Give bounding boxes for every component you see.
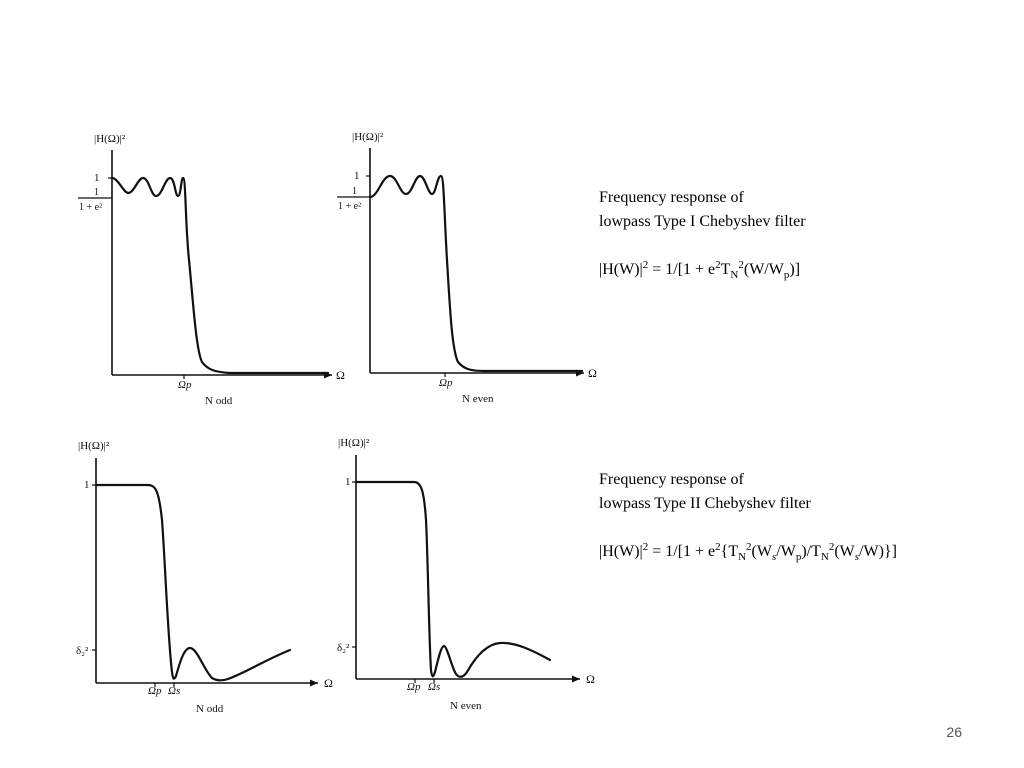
y-axis-label: |H(Ω)|² (338, 437, 370, 449)
x-axis-label: Ω (324, 676, 333, 690)
panel-type2-odd: |H(Ω)|² 1 δ₂² Ω Ωp Ωs N odd (76, 440, 333, 715)
ytick-delta-label: δ₂² (337, 642, 350, 654)
ytick-one-label: 1 (84, 479, 90, 491)
response-curve (368, 174, 584, 373)
panel-type1-even: |H(Ω)|² 1 1 1 + e² Ω Ωp N even (337, 131, 597, 405)
caption-type2-formula: |H(W)|2 = 1/[1 + e2{TN2(Ws/Wp)/TN2(Ws/W)… (599, 541, 897, 563)
panel-type2-even: |H(Ω)|² 1 δ₂² Ω Ωp Ωs N even (337, 437, 595, 712)
caption-type1-spacer (599, 234, 806, 258)
x-axis-label: Ω (586, 672, 595, 686)
y-axis-label: |H(Ω)|² (352, 131, 384, 143)
ytick-delta-label: δ₂² (76, 645, 89, 657)
panel-type1-odd: |H(Ω)|² 1 1 1 + e² Ω Ωp N odd (78, 133, 345, 407)
caption-type1-line2: lowpass Type I Chebyshev filter (599, 213, 806, 230)
ytick-frac-numerator: 1 (94, 187, 99, 198)
ytick-frac-denominator: 1 + e² (338, 201, 361, 212)
xtick-s-label: Ωs (168, 685, 180, 697)
response-curve (110, 176, 330, 375)
caption-type1-formula: |H(W)|2 = 1/[1 + e2TN2(W/Wp)] (599, 259, 801, 281)
ytick-frac-denominator: 1 + e² (79, 202, 102, 213)
y-axis-label: |H(Ω)|² (78, 440, 110, 452)
panel-subtitle: N odd (196, 703, 224, 715)
xtick-p-label: Ωp (407, 681, 421, 693)
response-curve (354, 480, 552, 678)
xtick-p-label: Ωp (148, 685, 162, 697)
response-curve (94, 483, 292, 682)
xtick-p-label: Ωp (178, 379, 192, 391)
caption-type1: Frequency response of lowpass Type I Che… (599, 186, 806, 282)
xtick-p-label: Ωp (439, 377, 453, 389)
caption-type2-line1: Frequency response of (599, 471, 744, 488)
panel-subtitle: N even (462, 393, 494, 405)
caption-type2-line2: lowpass Type II Chebyshev filter (599, 495, 811, 512)
x-axis-arrow (310, 679, 318, 687)
ytick-one-label: 1 (345, 476, 351, 488)
caption-type2-spacer (599, 516, 897, 540)
caption-type2: Frequency response of lowpass Type II Ch… (599, 468, 897, 564)
x-axis-label: Ω (588, 366, 597, 380)
x-axis-arrow (572, 675, 580, 683)
ytick-frac-numerator: 1 (352, 186, 357, 197)
xtick-s-label: Ωs (428, 681, 440, 693)
ytick-one-label: 1 (94, 172, 100, 184)
y-axis-label: |H(Ω)|² (94, 133, 126, 145)
ytick-one-label: 1 (354, 170, 360, 182)
panel-subtitle: N odd (205, 395, 233, 407)
page-number: 26 (946, 724, 962, 740)
panel-subtitle: N even (450, 700, 482, 712)
x-axis-label: Ω (336, 368, 345, 382)
caption-type1-line1: Frequency response of (599, 189, 744, 206)
